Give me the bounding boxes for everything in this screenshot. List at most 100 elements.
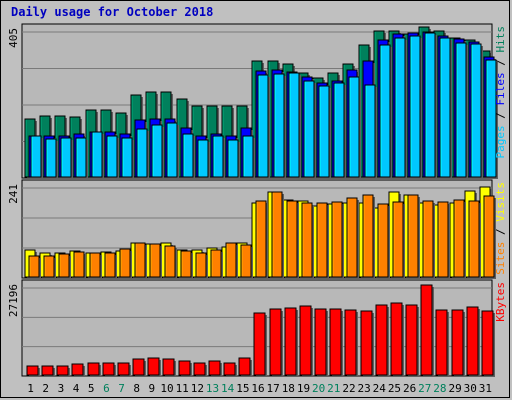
panel-hits-files-pages-bar-pages-body <box>303 80 315 178</box>
panel-hits-files-pages-bar-pages-body <box>151 124 163 178</box>
panel-kbytes-bar-kbytes-body <box>26 365 39 376</box>
legend-separator: / <box>494 106 507 126</box>
panel-visits-sites-bar-sites <box>271 191 284 279</box>
panel-hits-files-pages-bar-pages-body <box>45 138 57 178</box>
legend-entry-visits: Visits <box>494 182 507 222</box>
panel-visits-sites-bar-sites-body <box>453 199 465 278</box>
panel-visits-sites-bar-sites <box>437 201 450 279</box>
panel-hits-files-pages-bar-pages-body <box>30 135 42 178</box>
panel-kbytes-bar-kbytes-body <box>375 304 388 376</box>
panel-kbytes-bar-kbytes-body <box>435 309 448 376</box>
legend-separator: / <box>494 222 507 242</box>
legend-separator: / <box>494 53 507 73</box>
panel-kbytes-bar-kbytes-body <box>102 362 115 376</box>
panel-kbytes-bar-kbytes <box>102 362 116 377</box>
panel-kbytes-bar-kbytes-body <box>238 357 251 376</box>
panel-kbytes-bar-kbytes <box>41 365 55 377</box>
panel-visits-sites-bar-sites-body <box>255 200 267 278</box>
x-tick-label: 11 <box>176 382 189 395</box>
panel-kbytes-bar-kbytes-body <box>390 302 403 376</box>
panel-visits-sites-bar-sites-body <box>73 251 85 278</box>
panel-visits-sites-bar-sites <box>301 202 314 279</box>
panel-kbytes-bar-kbytes-body <box>481 310 494 376</box>
panel-visits-sites-bar-sites-body <box>437 201 449 278</box>
x-tick-label: 10 <box>160 382 173 395</box>
panel-hits-files-pages-bar-pages <box>470 43 483 179</box>
panel-hits-files-pages-bar-pages-body <box>273 73 285 178</box>
panel-kbytes-bar-kbytes <box>344 309 358 377</box>
panel-hits-files-pages-bar-pages-body <box>182 133 194 178</box>
panel-visits-sites-bar-sites <box>346 197 359 279</box>
panel-visits-sites-bar-sites <box>89 252 102 279</box>
panel-hits-files-pages-bar-pages <box>303 80 316 179</box>
x-tick-label: 2 <box>42 382 49 395</box>
panel-hits-files-pages-bar-pages-body <box>75 137 87 178</box>
panel-kbytes-bar-kbytes <box>390 302 404 377</box>
panel-hits-files-pages-bar-pages <box>439 37 452 179</box>
panel-kbytes-bar-kbytes <box>178 360 192 377</box>
x-tick-label: 17 <box>267 382 280 395</box>
panel-hits-files-pages-bar-pages <box>424 32 437 179</box>
panel-visits-sites-bar-sites <box>392 201 405 279</box>
panel-hits-files-pages-bar-pages <box>394 37 407 179</box>
panel-hits-files-pages-bar-pages-body <box>136 128 148 178</box>
x-tick-label: 9 <box>149 382 156 395</box>
panel-visits-sites-bar-sites-body <box>149 243 161 278</box>
panel-kbytes-bar-kbytes <box>132 358 146 377</box>
panel-hits-files-pages-bar-pages <box>60 137 73 179</box>
panel-kbytes-bar-kbytes <box>314 308 328 377</box>
panel-kbytes-bar-kbytes-body <box>132 358 145 376</box>
panel-kbytes-bar-kbytes-body <box>344 309 357 376</box>
panel-kbytes-bar-kbytes-body <box>178 360 191 376</box>
panel-hits-files-pages-bar-pages-body <box>394 37 406 178</box>
panel-hits-files-pages-bar-pages <box>333 82 346 179</box>
panel-kbytes-bar-kbytes-body <box>162 358 175 376</box>
x-tick-label: 27 <box>418 382 431 395</box>
panel-hits-files-pages-bar-pages-body <box>166 122 178 178</box>
panel-hits-files-pages-bar-pages-body <box>91 131 103 178</box>
panel-visits-sites-bar-sites-body <box>119 248 131 278</box>
panel-kbytes-bar-kbytes <box>208 360 222 377</box>
panel-hits-files-pages-bar-pages-body <box>257 74 269 178</box>
panel-visits-sites-bar-sites-body <box>180 250 192 278</box>
panel-hits-files-pages-bar-pages <box>106 135 119 179</box>
panel-hits-files-pages-bar-pages <box>257 74 270 179</box>
panel-kbytes-bar-kbytes <box>299 305 313 377</box>
panel-hits-files-pages-bar-pages <box>227 139 240 179</box>
panel-hits-files-pages-bar-pages-body <box>348 76 360 178</box>
panel-kbytes-bar-kbytes-body <box>451 309 464 376</box>
panel-visits-sites-bar-sites <box>195 252 208 279</box>
panel-hits-files-pages-bar-pages-body <box>379 44 391 178</box>
legend-entry-pages: Pages <box>494 125 507 158</box>
panel-hits-files-pages-bar-pages-body <box>424 32 436 178</box>
panel-kbytes-bar-kbytes <box>481 310 495 377</box>
panel-kbytes-bar-kbytes-body <box>314 308 327 376</box>
x-tick-label: 5 <box>88 382 95 395</box>
legend-entry-sites: Sites <box>494 242 507 275</box>
x-tick-label: 6 <box>103 382 110 395</box>
panel-visits-sites-bar-sites-body <box>483 195 495 278</box>
panel-kbytes-bar-kbytes-body <box>147 357 160 376</box>
panel-visits-sites-bar-sites <box>483 195 496 279</box>
panel-hits-files-pages-bar-pages <box>212 135 225 179</box>
panel-visits-sites-bar-sites <box>104 252 117 279</box>
panel-kbytes-bar-kbytes-body <box>71 363 84 376</box>
x-tick-label: 30 <box>464 382 477 395</box>
panel-kbytes-bar-kbytes <box>360 310 374 377</box>
panel-kbytes-bar-kbytes <box>284 307 298 377</box>
panel-kbytes-bar-kbytes <box>147 357 161 377</box>
panel-hits-files-pages-bar-pages <box>121 137 134 179</box>
panel-hits-files-pages-bar-pages <box>273 73 286 179</box>
panel-kbytes-bar-kbytes <box>435 309 449 377</box>
panel-hits-files-pages-bar-pages-body <box>242 135 254 178</box>
panel-kbytes-bar-kbytes <box>405 304 419 377</box>
panel-hits-files-pages-max-label: 405 <box>7 28 20 48</box>
panel-visits-sites-bar-sites <box>43 255 56 279</box>
panel-hits-files-pages-bar-pages-body <box>60 137 72 178</box>
panel-kbytes-bar-kbytes <box>466 306 480 377</box>
panel-kbytes-bar-kbytes <box>420 284 434 377</box>
x-tick-label: 13 <box>206 382 219 395</box>
x-tick-label: 8 <box>133 382 140 395</box>
legend-entry-hits: Hits <box>494 26 507 53</box>
panel-kbytes-bar-kbytes <box>329 308 343 377</box>
